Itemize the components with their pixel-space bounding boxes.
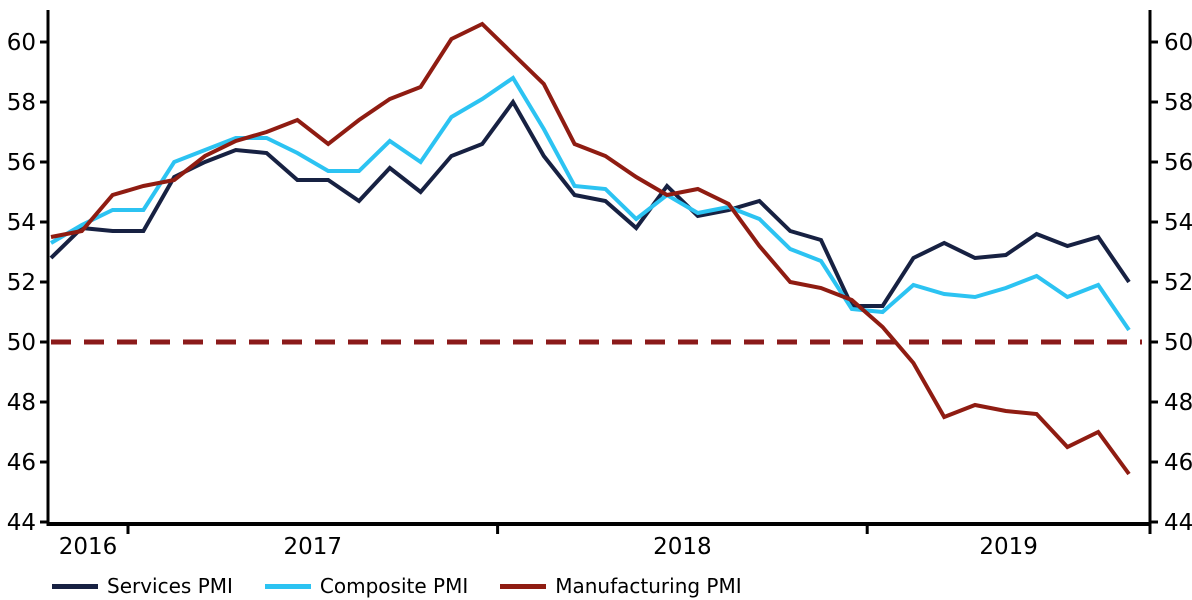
series-line-composite-pmi [49, 75, 1131, 332]
left-axis-label: 52 [7, 270, 36, 296]
right-axis-label: 48 [1164, 390, 1192, 416]
x-axis-year-label: 2016 [59, 534, 118, 560]
series-line-manufacturing-pmi [50, 21, 1131, 476]
right-axis-label: 44 [1164, 510, 1192, 536]
left-axis-label: 44 [7, 510, 36, 536]
left-axis-label: 46 [7, 450, 36, 476]
left-axis-label: 50 [7, 330, 36, 356]
legend-item-manufacturing-pmi: Manufacturing PMI [500, 574, 742, 598]
right-axis-label: 56 [1164, 150, 1192, 176]
legend-swatch-services-pmi [52, 583, 98, 589]
legend-label-services-pmi: Services PMI [107, 574, 233, 598]
chart-legend: Services PMI Composite PMI Manufacturing… [52, 574, 742, 598]
left-axis-label: 60 [7, 30, 36, 56]
legend-item-services-pmi: Services PMI [52, 574, 233, 598]
right-axis-label: 52 [1164, 270, 1192, 296]
right-axis-label: 46 [1164, 450, 1192, 476]
x-axis-year-label: 2019 [979, 534, 1038, 560]
left-axis-label: 48 [7, 390, 36, 416]
right-axis-label: 50 [1164, 330, 1192, 356]
legend-label-manufacturing-pmi: Manufacturing PMI [555, 574, 742, 598]
left-axis-label: 54 [7, 210, 36, 236]
left-axis-label: 56 [7, 150, 36, 176]
legend-swatch-composite-pmi [264, 583, 311, 589]
left-axis-label: 58 [7, 90, 36, 116]
legend-item-composite-pmi: Composite PMI [264, 574, 469, 598]
x-axis-year-label: 2018 [653, 534, 712, 560]
legend-label-composite-pmi: Composite PMI [319, 574, 469, 598]
legend-swatch-manufacturing-pmi [500, 583, 547, 589]
x-axis-year-label: 2017 [284, 534, 343, 560]
right-axis-label: 54 [1164, 210, 1192, 236]
series-line-services-pmi [49, 98, 1131, 308]
right-axis-label: 58 [1164, 90, 1192, 116]
pmi-line-chart: 44 44 46 46 48 48 50 50 52 52 54 54 56 56 58 58 60 60 2016… [7, 10, 1192, 560]
right-axis-label: 60 [1164, 30, 1192, 56]
